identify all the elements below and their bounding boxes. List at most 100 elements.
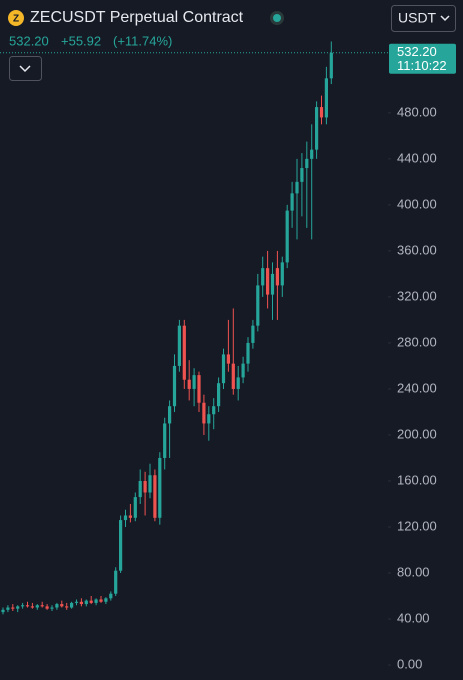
candle-body	[187, 379, 191, 389]
candle-body	[123, 515, 128, 521]
candle-body	[256, 285, 260, 326]
y-tick-label: 160.00	[397, 472, 437, 487]
candle-body	[182, 325, 186, 380]
candle-body	[241, 363, 245, 378]
candle-body	[65, 606, 69, 608]
y-tick-label: 240.00	[397, 380, 437, 395]
candle-body	[11, 607, 15, 609]
candle-body	[290, 193, 294, 211]
collapse-button[interactable]	[9, 56, 42, 81]
candle-body	[119, 520, 123, 571]
candle-body	[40, 605, 44, 607]
y-tick-label: 400.00	[397, 196, 437, 211]
candle-body	[1, 609, 5, 613]
price-axis: 0.00 40.00 80.00 120.00 160.00 200.00 240.00 28…	[388, 43, 456, 671]
candle-body	[226, 354, 230, 364]
candle-body	[231, 363, 235, 389]
chart-title: ZECUSDT Perpetual Contract	[30, 9, 244, 26]
candle-body	[305, 158, 309, 169]
candle-body	[280, 262, 284, 286]
plot-area	[0, 41, 388, 615]
last-price: 532.20	[9, 33, 49, 48]
candle-body	[217, 383, 221, 407]
candle-body	[109, 593, 113, 599]
candle-body	[70, 602, 74, 608]
status-dot	[273, 14, 281, 22]
candle-body	[25, 605, 30, 607]
candle-body	[94, 599, 98, 603]
currency-label[interactable]: USDT	[398, 10, 437, 26]
candle-body	[133, 497, 137, 518]
candle-body	[138, 480, 142, 498]
candle-body	[270, 273, 275, 295]
candle-body	[55, 604, 59, 608]
candle-body	[172, 365, 177, 407]
candle-body	[246, 342, 250, 364]
y-tick-label: 0.00	[397, 656, 422, 671]
price-change: +55.92	[61, 33, 101, 48]
candle-body	[221, 354, 226, 384]
candle-body	[99, 599, 103, 602]
countdown-label: 11:10:22	[397, 58, 447, 73]
candle-body	[329, 52, 333, 79]
candle-body	[158, 457, 162, 518]
candle-body	[192, 375, 196, 389]
candle-body	[104, 598, 108, 602]
candle-body	[285, 210, 289, 263]
last-price-tag	[389, 43, 456, 74]
candle-body	[143, 480, 147, 493]
candle-body	[295, 181, 299, 194]
candle-body	[261, 268, 265, 286]
candle-body	[315, 107, 319, 150]
candle-body	[163, 423, 167, 458]
y-tick-label: 280.00	[397, 334, 437, 349]
candle-body	[89, 600, 93, 603]
price-change-pct: (+11.74%)	[113, 33, 172, 48]
candle-body	[324, 78, 328, 118]
candle-body	[35, 605, 39, 608]
candle-body	[207, 414, 211, 424]
y-tick-label: 120.00	[397, 518, 437, 533]
candle-body	[16, 606, 20, 609]
candle-body	[74, 601, 79, 603]
candle-body	[177, 325, 181, 366]
y-tick-label: 40.00	[397, 610, 430, 625]
candle-body	[202, 402, 206, 424]
candle-body	[128, 515, 132, 518]
candle-body	[148, 475, 152, 493]
candle-body	[45, 606, 49, 609]
candle-body	[197, 375, 201, 403]
candle-body	[79, 601, 83, 605]
candle-body	[84, 600, 88, 605]
y-tick-label: 320.00	[397, 288, 437, 303]
candle-body	[168, 406, 172, 424]
y-tick-label: 200.00	[397, 426, 437, 441]
y-tick-label: 80.00	[397, 564, 430, 579]
candle-body	[114, 570, 118, 594]
candle-body	[310, 149, 314, 159]
coin-icon-glyph: Z	[13, 14, 19, 25]
last-price-tag-label: 532.20	[397, 44, 437, 59]
candle-body	[50, 607, 54, 609]
candle-body	[153, 475, 157, 518]
candle-body	[21, 605, 25, 607]
candle-body	[319, 107, 324, 118]
candle-body	[212, 406, 216, 415]
currency-chevron[interactable]	[440, 15, 450, 22]
candle-body	[266, 268, 270, 295]
candle-body	[300, 168, 304, 182]
candle-body	[60, 604, 64, 607]
candle-body	[251, 325, 255, 343]
currency-button[interactable]	[391, 5, 456, 32]
candle-body	[6, 607, 10, 610]
collapse-chevron[interactable]	[19, 65, 31, 73]
coin-icon	[8, 10, 24, 26]
candle-body	[30, 606, 34, 608]
y-tick-label: 480.00	[397, 104, 437, 119]
candle-body	[236, 377, 240, 389]
y-tick-label: 360.00	[397, 242, 437, 257]
y-tick-label: 440.00	[397, 150, 437, 165]
